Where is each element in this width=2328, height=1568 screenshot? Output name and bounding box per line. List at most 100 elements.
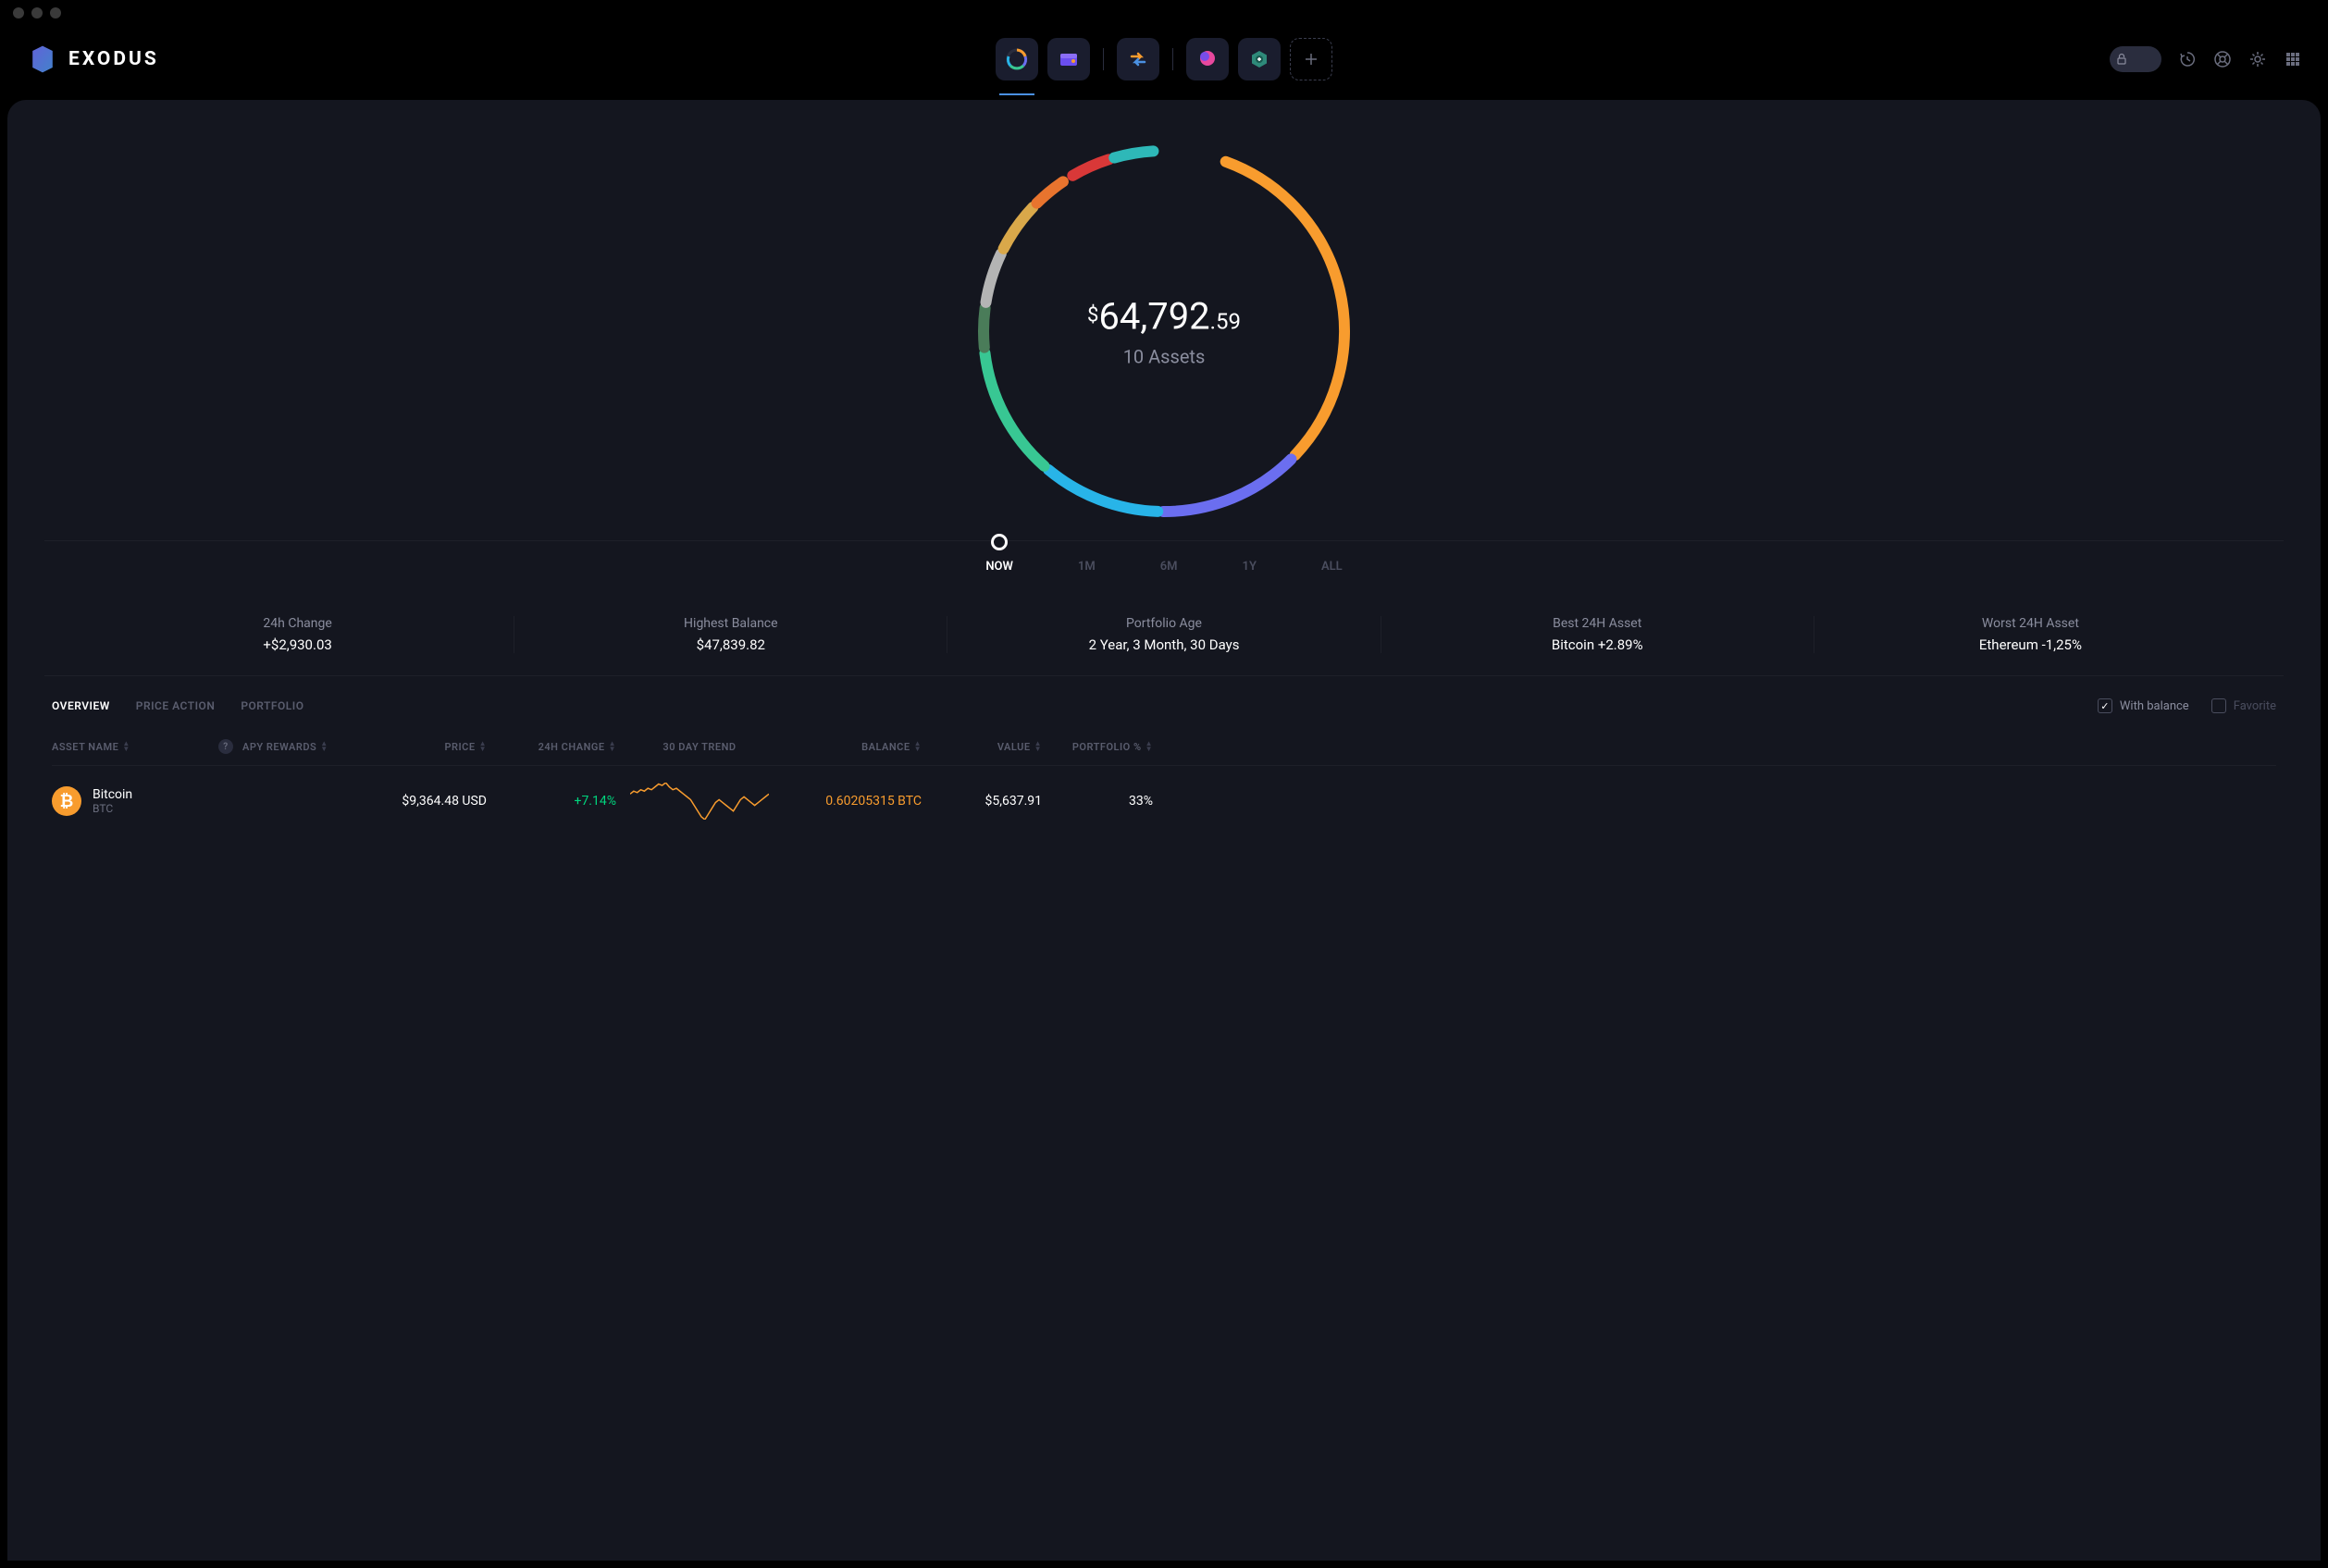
portfolio-pct-cell: 33% [1042, 794, 1153, 809]
stat-value: $47,839.82 [514, 636, 947, 653]
stat-value: Ethereum -1,25% [1814, 636, 2247, 653]
stat-label: 24h Change [81, 616, 514, 631]
column-header-price[interactable]: PRICE ▲▼ [348, 741, 487, 753]
header-right [2110, 46, 2302, 72]
sort-icon: ▲▼ [1145, 741, 1153, 753]
trend-cell [616, 783, 783, 820]
sparkline [630, 783, 769, 820]
gear-icon [2248, 50, 2267, 68]
nav-exchange[interactable] [1117, 38, 1159, 80]
asset-cell: ₿ Bitcoin BTC [52, 786, 218, 816]
column-header-asset[interactable]: ASSET NAME ▲▼ [52, 741, 218, 753]
time-option-all[interactable]: ALL [1321, 550, 1343, 574]
balance-cents: .59 [1210, 309, 1241, 335]
close-window-button[interactable] [13, 7, 24, 19]
grid-button[interactable] [2284, 50, 2302, 68]
history-button[interactable] [2178, 50, 2197, 68]
table-row[interactable]: ₿ Bitcoin BTC $9,364.48 USD +7.14% 0.602… [52, 766, 2276, 836]
support-button[interactable] [2213, 50, 2232, 68]
history-icon [2178, 50, 2197, 68]
column-header-portfolio_pct[interactable]: PORTFOLIO % ▲▼ [1042, 741, 1153, 753]
checkbox-favorite [2211, 698, 2226, 713]
nav-apps[interactable] [1238, 38, 1281, 80]
time-option-now[interactable]: NOW [985, 550, 1013, 574]
value-cell: $5,637.91 [922, 794, 1042, 809]
stat-item: Highest Balance $47,839.82 [514, 616, 947, 653]
minimize-window-button[interactable] [31, 7, 43, 19]
lock-icon [2115, 53, 2128, 66]
nav-add-button[interactable] [1290, 38, 1332, 80]
coin-icon: ₿ [52, 786, 81, 816]
exchange-icon [1126, 47, 1150, 71]
sort-icon: ▲▼ [479, 741, 487, 753]
table-header-row: ASSET NAME ▲▼?APY REWARDS ▲▼PRICE ▲▼24H … [52, 728, 2276, 766]
donut-segment[interactable] [1072, 159, 1108, 175]
donut-segment[interactable] [984, 353, 1044, 466]
help-icon[interactable]: ? [218, 739, 233, 754]
donut-segment[interactable] [986, 253, 1001, 302]
maximize-window-button[interactable] [50, 7, 61, 19]
donut-segment[interactable] [1004, 207, 1034, 249]
donut-segment[interactable] [984, 308, 985, 348]
tab-overview[interactable]: OVERVIEW [52, 699, 110, 712]
stat-label: Worst 24H Asset [1814, 616, 2247, 631]
filter-favorite[interactable]: Favorite [2211, 698, 2276, 713]
table-filters: With balance Favorite [2098, 698, 2276, 713]
grid-icon [2284, 50, 2302, 68]
sort-icon: ▲▼ [609, 741, 616, 753]
column-header-trend[interactable]: 30 DAY TREND [616, 741, 783, 753]
nav-wallet[interactable] [1047, 38, 1090, 80]
asset-ticker: BTC [93, 802, 132, 815]
asset-name: Bitcoin [93, 787, 132, 802]
balance-main: 64,792 [1098, 295, 1209, 339]
column-header-change[interactable]: 24H CHANGE ▲▼ [487, 741, 616, 753]
nav-divider [1172, 48, 1173, 70]
checkbox-with-balance [2098, 698, 2112, 713]
nav-profile[interactable] [1186, 38, 1229, 80]
column-header-apy[interactable]: ?APY REWARDS ▲▼ [218, 739, 348, 754]
portfolio-donut-container: $64,792.59 10 Assets [7, 128, 2321, 535]
filter-with-balance[interactable]: With balance [2098, 698, 2189, 713]
wallet-icon [1057, 47, 1081, 71]
stat-value: +$2,930.03 [81, 636, 514, 653]
settings-button[interactable] [2248, 50, 2267, 68]
column-header-value[interactable]: VALUE ▲▼ [922, 741, 1042, 753]
sort-icon: ▲▼ [914, 741, 922, 753]
donut-segment[interactable] [1226, 162, 1344, 455]
sort-icon: ▲▼ [122, 741, 130, 753]
balance-cell: 0.60205315 BTC [783, 794, 922, 809]
balance-currency: $ [1087, 304, 1098, 327]
profile-icon [1195, 47, 1220, 71]
donut-segment[interactable] [1037, 181, 1063, 203]
time-option-6m[interactable]: 6M [1160, 550, 1178, 574]
exodus-logo-icon [26, 43, 59, 76]
app-name: EXODUS [68, 48, 159, 70]
lock-toggle[interactable] [2110, 46, 2161, 72]
tab-price-action[interactable]: PRICE ACTION [136, 699, 216, 712]
time-option-1y[interactable]: 1Y [1243, 550, 1257, 574]
donut-segment[interactable] [1114, 151, 1153, 157]
stat-value: 2 Year, 3 Month, 30 Days [947, 636, 1380, 653]
filter-with-balance-label: With balance [2120, 699, 2189, 713]
window-chrome [0, 0, 2328, 26]
table-tabs: OVERVIEW PRICE ACTION PORTFOLIO [52, 699, 304, 712]
stat-item: Worst 24H Asset Ethereum -1,25% [1814, 616, 2247, 653]
portfolio-stats-row: 24h Change +$2,930.03Highest Balance $47,8… [44, 594, 2284, 676]
logo-section: EXODUS [26, 43, 159, 76]
nav-center [996, 38, 1332, 80]
table-body: ₿ Bitcoin BTC $9,364.48 USD +7.14% 0.602… [52, 766, 2276, 836]
donut-segment[interactable] [1163, 459, 1291, 512]
portfolio-icon [1005, 47, 1029, 71]
table-tabs-row: OVERVIEW PRICE ACTION PORTFOLIO With balan… [7, 676, 2321, 728]
main-content: $64,792.59 10 Assets NOW 1M 6M 1Y ALL 24h Ch… [7, 100, 2321, 1561]
tab-portfolio[interactable]: PORTFOLIO [241, 699, 303, 712]
price-cell: $9,364.48 USD [348, 794, 487, 809]
time-range-selector: NOW 1M 6M 1Y ALL [44, 540, 2284, 583]
column-header-balance[interactable]: BALANCE ▲▼ [783, 741, 922, 753]
donut-segment[interactable] [1048, 470, 1158, 512]
time-option-1m[interactable]: 1M [1078, 550, 1096, 574]
nav-portfolio[interactable] [996, 38, 1038, 80]
app-header: EXODUS [0, 26, 2328, 93]
stat-label: Highest Balance [514, 616, 947, 631]
portfolio-balance: $64,792.59 [1087, 295, 1241, 339]
